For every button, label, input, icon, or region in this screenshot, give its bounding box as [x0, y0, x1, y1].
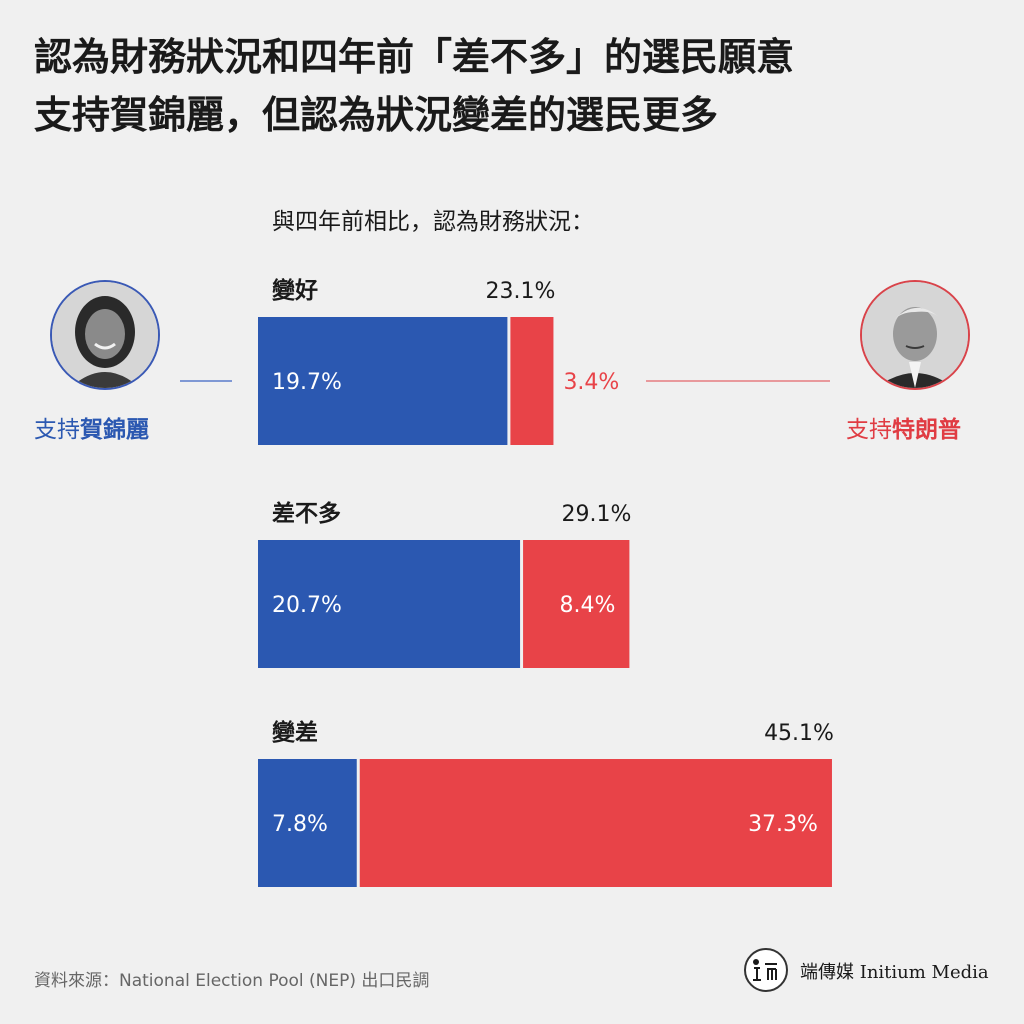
trump-portrait — [860, 280, 970, 390]
harris-value-label: 19.7% — [272, 370, 342, 395]
trump-value-label: 8.4% — [559, 593, 615, 618]
chart-subtitle: 與四年前相比，認為財務狀況： — [272, 209, 594, 235]
harris-bar — [258, 759, 357, 887]
harris-connector-line — [180, 380, 232, 382]
total-label: 23.1% — [486, 279, 556, 304]
category-label: 差不多 — [272, 500, 341, 527]
title-line-1: 認為財務狀況和四年前「差不多」的選民願意 — [34, 35, 795, 79]
harris-portrait — [50, 280, 160, 390]
trump-name: 特朗普 — [892, 417, 961, 443]
category-label: 變差 — [272, 719, 318, 746]
trump-bar — [510, 317, 554, 445]
total-label: 45.1% — [764, 721, 834, 746]
harris-support-label: 支持賀錦麗 — [34, 410, 149, 444]
trump-value-label: 37.3% — [748, 812, 818, 837]
initium-logo-glyph — [753, 959, 777, 981]
chart-title: 認為財務狀況和四年前「差不多」的選民願意 支持賀錦麗，但認為狀況變差的選民更多 — [34, 28, 994, 144]
harris-portrait-icon — [52, 282, 158, 388]
harris-bar — [258, 317, 508, 445]
trump-connector-line — [646, 380, 830, 382]
title-line-2: 支持賀錦麗，但認為狀況變差的選民更多 — [34, 93, 719, 137]
trump-bar — [359, 759, 832, 887]
source-note: 資料來源：National Election Pool (NEP) 出口民調 — [34, 971, 430, 991]
category-label: 變好 — [272, 277, 318, 304]
trump-support-label: 支持特朗普 — [846, 410, 961, 444]
trump-value-label: 3.4% — [563, 370, 619, 395]
harris-value-label: 20.7% — [272, 593, 342, 618]
trump-support-prefix: 支持 — [846, 417, 892, 443]
trump-portrait-icon — [862, 282, 968, 388]
harris-bar — [258, 540, 521, 668]
publisher-name: 端傳媒 Initium Media — [800, 962, 989, 983]
harris-value-label: 7.8% — [272, 812, 328, 837]
harris-name: 賀錦麗 — [80, 417, 149, 443]
initium-logo-icon — [744, 948, 788, 992]
harris-support-prefix: 支持 — [34, 417, 80, 443]
trump-bar — [523, 540, 630, 668]
total-label: 29.1% — [562, 502, 632, 527]
